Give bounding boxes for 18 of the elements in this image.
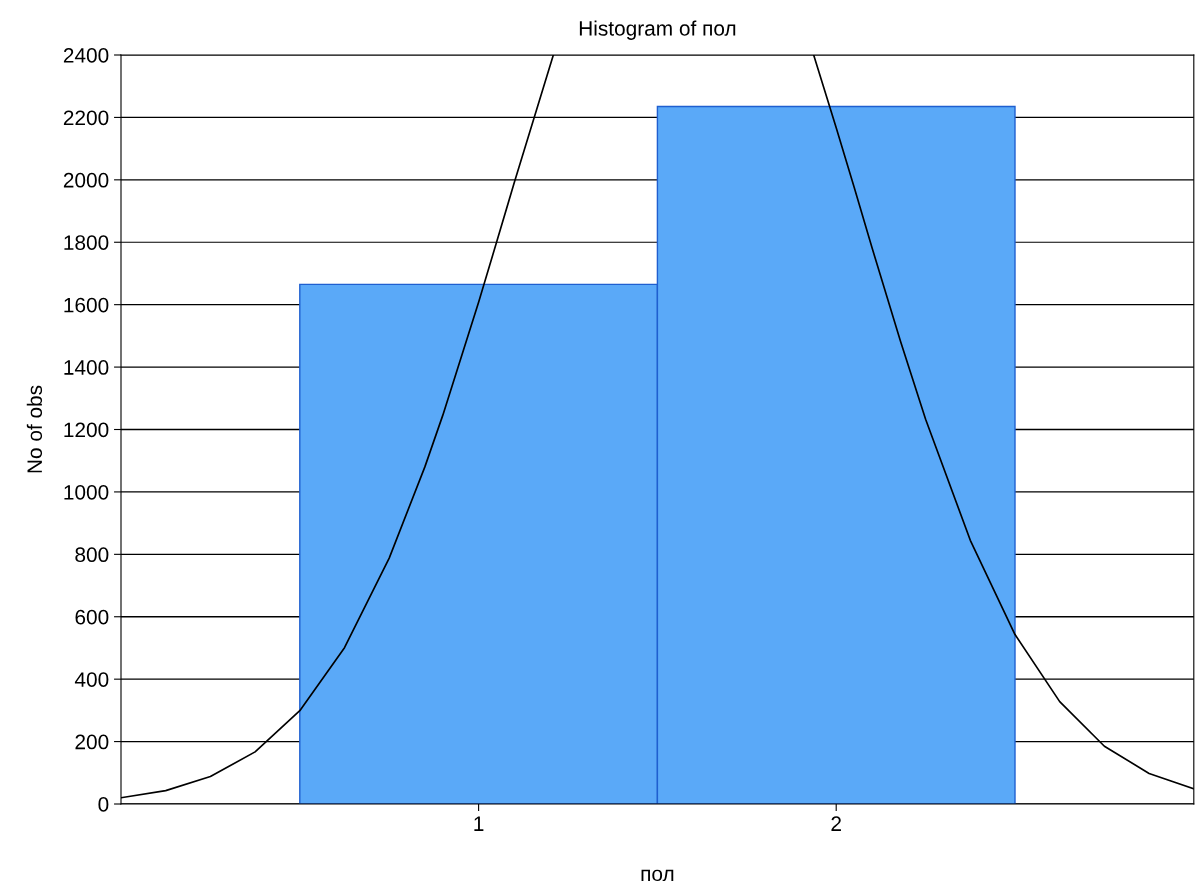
y-tick-label: 2200: [63, 110, 109, 126]
x-tick-label: 1: [474, 816, 484, 831]
y-tick-label: 1200: [64, 422, 109, 438]
y-axis-title: No of obs: [26, 385, 43, 473]
y-tick-label: 200: [75, 734, 109, 750]
x-axis-title: пол: [641, 869, 674, 882]
y-tick-label: 1800: [64, 235, 109, 250]
y-tick-label: 600: [75, 609, 109, 625]
y-tick-label: 1000: [64, 484, 109, 500]
y-tick-label: 2000: [63, 172, 109, 188]
y-tick-label: 2400: [63, 48, 109, 63]
chart-title: Histogram of пол: [579, 20, 736, 40]
y-tick-label: 1400: [64, 360, 109, 375]
y-tick-label: 400: [74, 672, 109, 687]
y-tick-label: 0: [98, 797, 109, 812]
y-tick-label: 1600: [64, 297, 109, 313]
y-tick-label: 800: [75, 547, 109, 563]
x-tick-label: 2: [831, 816, 841, 831]
